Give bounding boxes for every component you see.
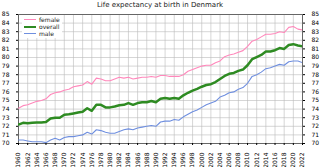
svg-text:76: 76 [2,88,10,95]
svg-text:84: 84 [2,19,10,26]
svg-text:2018: 2018 [280,152,287,167]
svg-text:1988: 1988 [143,152,150,167]
svg-text:79: 79 [312,62,320,69]
svg-text:70: 70 [312,139,320,146]
svg-text:71: 71 [312,131,320,138]
svg-text:1968: 1968 [51,152,58,167]
svg-text:1964: 1964 [33,152,40,167]
svg-text:2002: 2002 [207,152,214,167]
svg-text:2004: 2004 [216,152,223,167]
svg-text:2022: 2022 [298,152,305,167]
svg-text:81: 81 [2,45,10,52]
svg-text:72: 72 [2,122,10,129]
svg-text:85: 85 [2,10,10,17]
svg-text:1976: 1976 [88,152,95,167]
svg-text:80: 80 [312,53,320,60]
svg-text:1996: 1996 [179,152,186,167]
html-text:male: male [39,30,54,37]
svg-text:1998: 1998 [188,152,195,167]
svg-text:77: 77 [312,79,320,86]
svg-text:78: 78 [312,71,320,78]
svg-text:85: 85 [312,10,320,17]
svg-text:77: 77 [2,79,10,86]
svg-text:71: 71 [2,131,10,138]
html-text:overall: overall [39,23,60,30]
svg-text:1994: 1994 [170,152,177,167]
svg-text:2014: 2014 [262,152,269,167]
svg-text:82: 82 [312,36,320,43]
svg-text:76: 76 [312,88,320,95]
svg-text:1990: 1990 [152,152,159,167]
svg-text:70: 70 [2,139,10,146]
svg-text:2006: 2006 [225,152,232,167]
svg-text:1966: 1966 [42,152,49,167]
svg-text:72: 72 [312,122,320,129]
svg-text:1992: 1992 [161,152,168,167]
svg-text:75: 75 [312,96,320,103]
svg-text:84: 84 [312,19,320,26]
svg-text:1982: 1982 [115,152,122,167]
html-text:Life expectancy at birth in De: Life expectancy at birth in Denmark [96,1,224,9]
svg-text:2000: 2000 [198,152,205,167]
svg-text:1978: 1978 [97,152,104,167]
svg-text:1986: 1986 [134,152,141,167]
svg-text:1960: 1960 [14,152,21,167]
svg-text:73: 73 [2,114,10,121]
svg-text:2008: 2008 [234,152,241,167]
svg-text:1962: 1962 [24,152,31,167]
svg-text:75: 75 [2,96,10,103]
svg-text:2016: 2016 [271,152,278,167]
svg-text:1974: 1974 [79,152,86,167]
svg-text:1984: 1984 [124,152,131,167]
svg-text:80: 80 [2,53,10,60]
svg-text:1970: 1970 [60,152,67,167]
svg-text:1972: 1972 [69,152,76,167]
svg-text:74: 74 [2,105,10,112]
svg-text:83: 83 [312,28,320,35]
svg-text:79: 79 [2,62,10,69]
svg-text:81: 81 [312,45,320,52]
svg-text:1980: 1980 [106,152,113,167]
html-text:female: female [39,16,60,23]
svg-text:83: 83 [2,28,10,35]
svg-text:82: 82 [2,36,10,43]
svg-text:2012: 2012 [253,152,260,167]
svg-text:74: 74 [312,105,320,112]
svg-text:78: 78 [2,71,10,78]
svg-text:73: 73 [312,114,320,121]
svg-text:2010: 2010 [243,152,250,167]
svg-text:2020: 2020 [289,152,296,167]
